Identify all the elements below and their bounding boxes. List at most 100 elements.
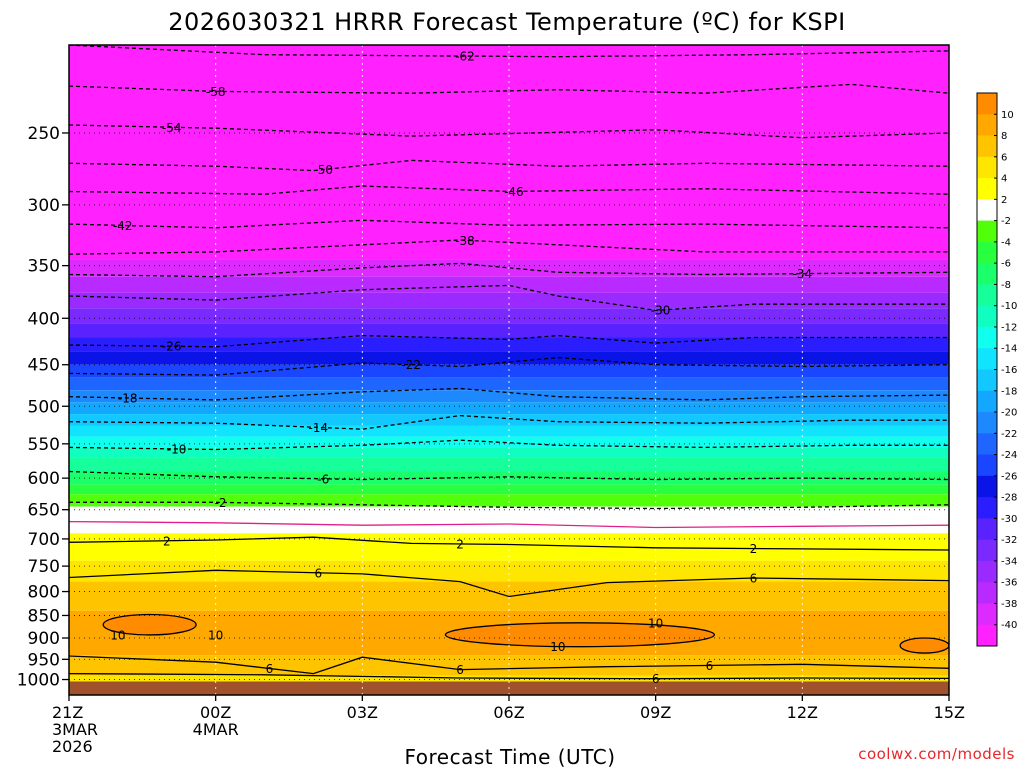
x-tick-label: 2026 [52, 737, 93, 756]
contour-label: 6 [706, 659, 714, 673]
contour-line [69, 655, 949, 675]
contour-line [69, 569, 949, 598]
colorbar-label: -22 [1001, 429, 1017, 440]
colorbar-label: -38 [1001, 599, 1017, 610]
x-tick-label: 06Z [493, 703, 524, 722]
colorbar-swatch [977, 603, 997, 626]
temp-band [69, 45, 949, 260]
colorbar-swatch [977, 497, 997, 519]
temp-band [69, 377, 949, 391]
warm-cell [899, 637, 949, 654]
contour-label: -22 [401, 358, 421, 372]
contour-label: -42 [113, 219, 133, 233]
contour-label: -30 [651, 304, 671, 318]
contour-label: 2 [750, 542, 758, 556]
colorbar-label: -16 [1001, 365, 1017, 376]
x-tick-label: 3MAR [52, 720, 98, 739]
colorbar-swatch [977, 582, 997, 604]
colorbar-swatch [977, 369, 997, 392]
contour-label: 10 [110, 628, 125, 642]
contour-line [69, 439, 949, 451]
contour-label: 10 [648, 616, 663, 630]
y-tick-label: 450 [28, 356, 60, 376]
colorbar-label: -36 [1001, 578, 1017, 589]
x-tick-label: 15Z [934, 703, 965, 722]
y-tick-label: 300 [28, 196, 60, 216]
colorbar-label: 2 [1001, 195, 1007, 206]
colorbar-swatch [977, 624, 997, 647]
contour-line [69, 219, 949, 229]
colorbar-label: -10 [1001, 301, 1017, 312]
colorbar-swatch [977, 539, 997, 562]
warm-cell [444, 622, 715, 648]
temp-band [69, 414, 949, 426]
contour-label: -26 [162, 340, 182, 354]
colorbar-swatch [977, 263, 997, 285]
contour-line [69, 536, 949, 551]
contour-label: 6 [266, 662, 274, 676]
y-tick-label: 950 [28, 650, 60, 670]
colorbar-swatch [977, 114, 997, 136]
colorbar-swatch [977, 241, 997, 264]
colorbar-swatch [977, 560, 997, 583]
colorbar-label: 8 [1001, 131, 1007, 142]
colorbar-swatch [977, 454, 997, 477]
contour-label: 10 [550, 640, 565, 654]
y-tick-label: 750 [28, 557, 60, 577]
x-axis-label: Forecast Time (UTC) [404, 745, 615, 768]
colorbar-label: -6 [1001, 259, 1011, 270]
warm-cell [102, 613, 197, 636]
y-axis: 250 300 350 400 450 500 550 600 650 700 750 800 850 9… [17, 124, 69, 691]
colorbar-label: -32 [1001, 535, 1017, 546]
y-tick-label: 900 [28, 629, 60, 649]
credit-link[interactable]: coolwx.com/models [858, 745, 1015, 763]
y-tick-label: 500 [28, 397, 60, 417]
temp-band [69, 457, 949, 472]
y-tick-label: 550 [28, 435, 60, 455]
colorbar-label: -34 [1001, 556, 1017, 567]
contour-line [69, 124, 949, 139]
contour-line [69, 356, 949, 376]
colorbar: 10 8 6 4 2 -2 -4 -6 -8 -10 -12 -14 -16 -18 -20 -22 -24 -2… [976, 92, 1017, 647]
colorbar-swatch [977, 135, 997, 158]
colorbar-label: -4 [1001, 237, 1011, 248]
colorbar-label: 4 [1001, 174, 1007, 185]
y-tick-label: 700 [28, 530, 60, 550]
temp-band [69, 402, 949, 415]
x-tick-label: 03Z [347, 703, 378, 722]
contour-line [69, 284, 949, 311]
contour-label: 6 [652, 672, 660, 686]
contour-label: -34 [793, 267, 813, 281]
contour-label: -46 [504, 185, 524, 199]
colorbar-swatch [977, 156, 997, 179]
colorbar-swatch [977, 348, 997, 370]
colorbar-swatch [977, 220, 997, 243]
x-tick-label: 09Z [640, 703, 671, 722]
x-tick-label: 21Z [52, 703, 83, 722]
colorbar-label: -26 [1001, 471, 1017, 482]
x-tick-label: 12Z [787, 703, 818, 722]
y-tick-label: 350 [28, 257, 60, 277]
colorbar-label: 10 [1001, 110, 1014, 121]
colorbar-swatch [977, 284, 997, 307]
y-tick-label: 400 [28, 309, 60, 329]
contour-label: -6 [317, 472, 329, 486]
x-tick-label: 4MAR [193, 720, 239, 739]
colorbar-swatch [977, 390, 997, 413]
colorbar-swatch [977, 433, 997, 455]
colorbar-swatch [977, 199, 997, 222]
colorbar-swatch [977, 412, 997, 434]
contour-label: 6 [315, 566, 323, 580]
colorbar-swatch [977, 178, 997, 200]
x-tick-label: 00Z [200, 703, 231, 722]
contour-label: -50 [313, 163, 333, 177]
colorbar-label: -8 [1001, 280, 1011, 291]
plot-area: -62-58-54-50-46-42-38-34-30-26-22-18-14-… [69, 45, 949, 695]
temp-band [69, 323, 949, 338]
contour-label: 10 [208, 628, 223, 642]
contour-label: 2 [163, 534, 171, 548]
contour-label: -54 [162, 121, 182, 135]
contour-line [69, 45, 949, 58]
